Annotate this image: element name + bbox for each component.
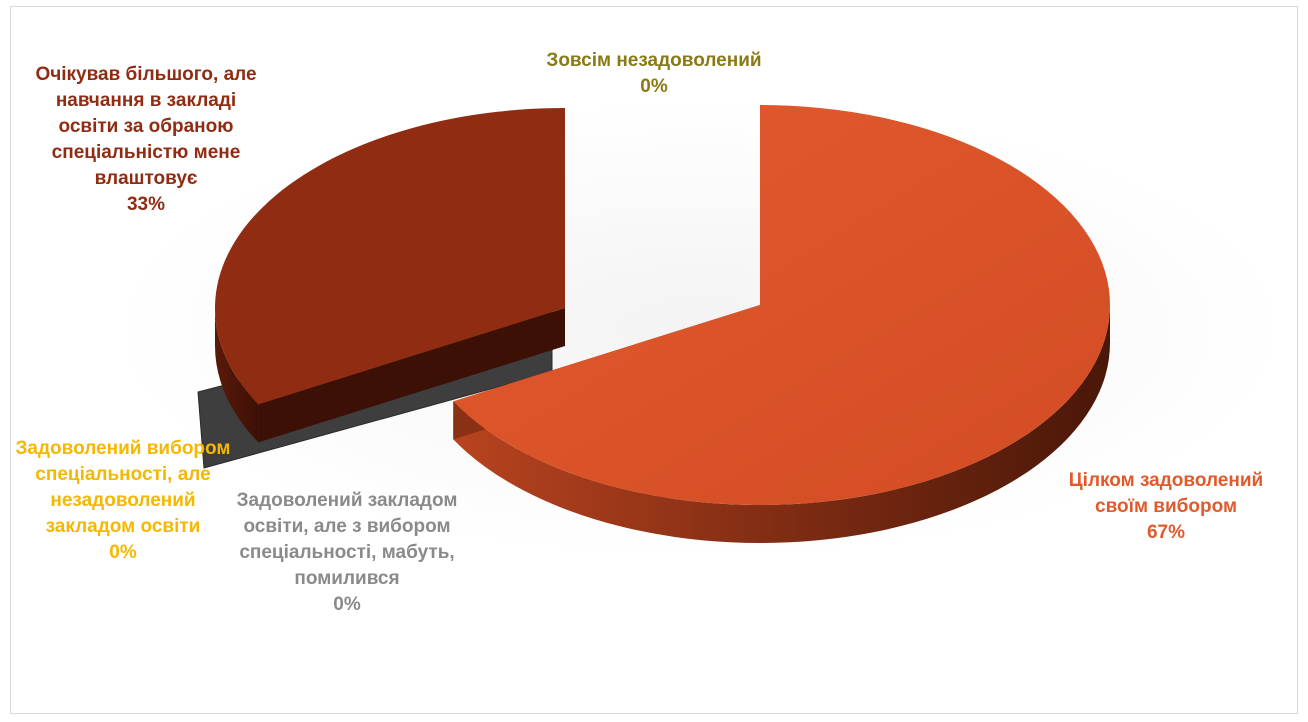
- slice-percent: 0%: [109, 542, 137, 563]
- slice-label-67: Цілком задоволений своїм вибором 67%: [1068, 442, 1264, 572]
- slice-side-wall: [215, 308, 259, 443]
- slice-side-wall: [453, 305, 1110, 543]
- slice-label-text: Очікував більшого, але навчання в заклад…: [35, 64, 257, 189]
- slice-label-text: Задоволений вибором спеціальності, але н…: [15, 438, 231, 537]
- pie-slice: [215, 108, 566, 405]
- slice-percent: 67%: [1146, 522, 1186, 543]
- slice-percent: 0%: [640, 76, 668, 97]
- slice-label-text: Задоволений закладом освіти, але з вибор…: [236, 490, 458, 589]
- slice-label-zero-yellow: Задоволений вибором спеціальності, але н…: [14, 410, 232, 592]
- slice-label-zero-top: Зовсім незадоволений 0%: [544, 22, 764, 126]
- pie-slice: [453, 105, 1110, 505]
- slice-label-text: Цілком задоволений своїм вибором: [1068, 470, 1264, 517]
- slice-percent: 0%: [333, 594, 361, 615]
- slice-cut-wall: [258, 308, 565, 443]
- slice-percent: 33%: [126, 194, 166, 215]
- slice-label-text: Зовсім незадоволений: [546, 50, 762, 71]
- slice-label-33: Очікував більшого, але навчання в заклад…: [24, 36, 268, 244]
- slice-label-zero-gray: Задоволений закладом освіти, але з вибор…: [234, 462, 460, 644]
